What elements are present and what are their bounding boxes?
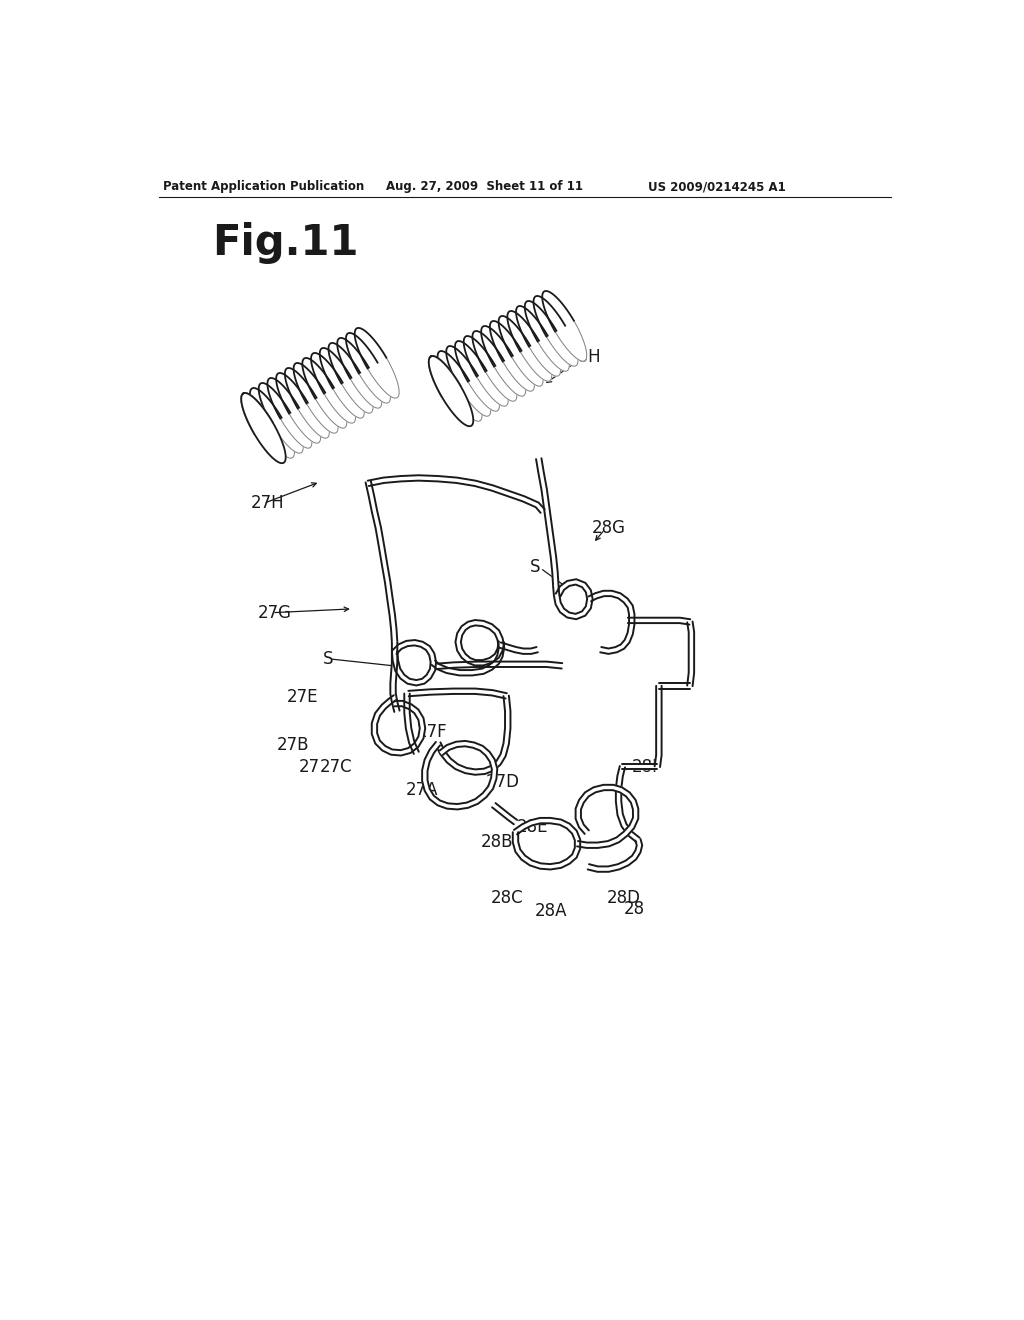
Text: 27B: 27B: [276, 737, 309, 754]
Polygon shape: [242, 393, 286, 463]
Polygon shape: [346, 333, 390, 403]
Polygon shape: [524, 301, 569, 371]
Polygon shape: [276, 374, 321, 444]
Polygon shape: [516, 306, 560, 376]
Text: 27A: 27A: [406, 781, 438, 799]
Text: 27: 27: [299, 758, 319, 776]
Polygon shape: [507, 312, 552, 381]
Polygon shape: [368, 475, 545, 513]
Polygon shape: [404, 693, 419, 754]
Polygon shape: [489, 321, 535, 391]
Polygon shape: [311, 352, 355, 424]
Polygon shape: [654, 686, 662, 767]
Polygon shape: [615, 766, 640, 842]
Text: 28G: 28G: [592, 519, 626, 537]
Polygon shape: [354, 327, 399, 399]
Polygon shape: [337, 338, 382, 408]
Polygon shape: [472, 331, 517, 401]
Text: 27H: 27H: [251, 495, 284, 512]
Polygon shape: [302, 358, 347, 428]
Polygon shape: [429, 356, 473, 426]
Text: 27G: 27G: [258, 603, 292, 622]
Polygon shape: [499, 315, 543, 387]
Polygon shape: [319, 348, 365, 418]
Text: 28B: 28B: [480, 833, 513, 851]
Text: US 2009/0214245 A1: US 2009/0214245 A1: [648, 181, 785, 194]
Text: 27F: 27F: [417, 723, 446, 741]
Polygon shape: [446, 346, 490, 416]
Polygon shape: [372, 696, 425, 755]
Polygon shape: [455, 341, 500, 412]
Polygon shape: [537, 458, 558, 586]
Text: 27E: 27E: [287, 689, 318, 706]
Polygon shape: [575, 785, 638, 847]
Polygon shape: [589, 591, 635, 653]
Text: 28D: 28D: [607, 888, 641, 907]
Text: S: S: [324, 649, 334, 668]
Polygon shape: [623, 764, 657, 770]
Polygon shape: [259, 383, 303, 453]
Polygon shape: [429, 356, 473, 426]
Polygon shape: [481, 326, 525, 396]
Polygon shape: [433, 661, 562, 669]
Polygon shape: [409, 689, 507, 698]
Polygon shape: [267, 378, 312, 449]
Text: Aug. 27, 2009  Sheet 11 of 11: Aug. 27, 2009 Sheet 11 of 11: [386, 181, 583, 194]
Polygon shape: [687, 622, 694, 686]
Polygon shape: [366, 482, 397, 642]
Polygon shape: [588, 840, 642, 871]
Text: S: S: [529, 557, 540, 576]
Polygon shape: [513, 818, 581, 870]
Polygon shape: [500, 643, 538, 653]
Text: Fig.11: Fig.11: [212, 222, 358, 264]
Text: 27D: 27D: [486, 774, 520, 791]
Polygon shape: [294, 363, 338, 433]
Polygon shape: [242, 393, 286, 463]
Polygon shape: [628, 618, 690, 624]
Text: 28F: 28F: [632, 758, 663, 776]
Polygon shape: [422, 741, 498, 809]
Text: 28E: 28E: [517, 818, 549, 836]
Polygon shape: [285, 368, 330, 438]
Polygon shape: [553, 579, 593, 619]
Polygon shape: [390, 651, 399, 711]
Text: 27C: 27C: [321, 758, 353, 776]
Polygon shape: [435, 696, 510, 775]
Polygon shape: [329, 343, 373, 413]
Text: Patent Application Publication: Patent Application Publication: [163, 181, 365, 194]
Polygon shape: [431, 620, 504, 676]
Polygon shape: [437, 351, 482, 421]
Polygon shape: [493, 803, 517, 824]
Polygon shape: [464, 337, 508, 407]
Text: 28H: 28H: [568, 348, 602, 366]
Polygon shape: [534, 296, 578, 366]
Polygon shape: [392, 640, 436, 685]
Polygon shape: [543, 290, 587, 362]
Text: 28A: 28A: [535, 903, 567, 920]
Text: 28C: 28C: [490, 888, 523, 907]
Polygon shape: [658, 684, 690, 689]
Polygon shape: [250, 388, 295, 458]
Text: 28: 28: [624, 900, 645, 919]
